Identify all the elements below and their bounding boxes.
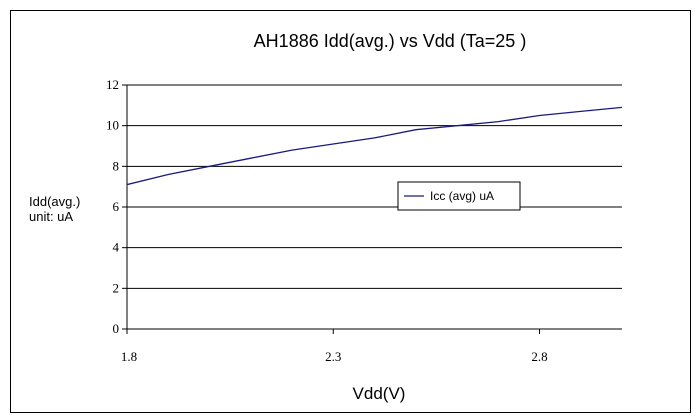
x-tick-labels: 1.8 2.3 2.8 [121, 349, 548, 364]
y-tick-label-10: 10 [106, 118, 119, 133]
axes [122, 84, 622, 334]
legend-entry-1: Icc (avg) uA [430, 189, 494, 203]
chart-frame [10, 10, 691, 413]
y-tick-label-4: 4 [113, 240, 120, 255]
x-tick-label-2.8: 2.8 [531, 349, 547, 364]
y-tick-label-2: 2 [113, 280, 120, 295]
x-tick-label-2.3: 2.3 [325, 349, 341, 364]
x-axis-label: Vdd(V) [353, 384, 406, 403]
series-line-1 [126, 106, 623, 186]
y-tick-label-0: 0 [113, 321, 120, 336]
y-axis-label: Idd(avg.)unit: uA [29, 194, 80, 224]
y-tick-label-6: 6 [113, 199, 120, 214]
y-axis-label-line-1: Idd(avg.) [29, 194, 80, 209]
y-tick-label-12: 12 [106, 77, 119, 92]
y-axis-label-line-2: unit: uA [29, 209, 73, 224]
x-tick-label-1.8: 1.8 [121, 349, 137, 364]
legend: Icc (avg) uA [397, 181, 521, 211]
series-lines [126, 106, 623, 186]
y-tick-labels: 0 2 4 6 8 10 12 [106, 77, 120, 336]
y-tick-label-8: 8 [113, 158, 120, 173]
grid-lines [127, 84, 622, 289]
chart-title: AH1886 Idd(avg.) vs Vdd (Ta=25 ) [254, 31, 527, 51]
